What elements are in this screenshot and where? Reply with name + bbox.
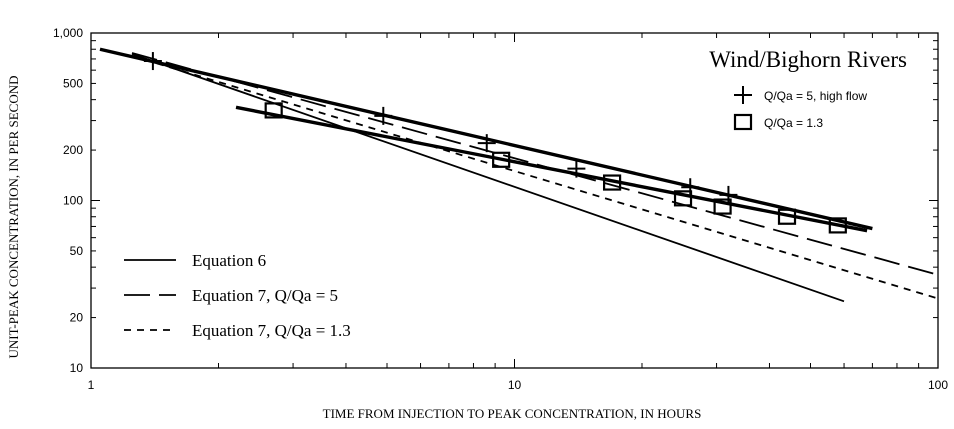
data-point-plus [374, 106, 393, 125]
data-point-square [828, 217, 847, 234]
data-point-square [602, 174, 622, 191]
x-tick-label: 1 [88, 378, 95, 392]
legend-line-label: Equation 7, Q/Qa = 5 [192, 286, 338, 305]
marker-legend: Q/Qa = 5, high flow Q/Qa = 1.3 [733, 86, 867, 131]
legend-plus-symbol [734, 86, 752, 104]
data-point-square [777, 208, 797, 225]
legend-square-symbol [733, 113, 753, 131]
legend-line-label: Equation 7, Q/Qa = 1.3 [192, 321, 351, 340]
x-tick-label: 10 [508, 378, 522, 392]
x-axis-label: TIME FROM INJECTION TO PEAK CONCENTRATIO… [323, 406, 702, 421]
line-legend: Equation 6 Equation 7, Q/Qa = 5 Equation 7… [124, 251, 351, 340]
y-tick-label: 500 [63, 76, 83, 90]
legend-marker-label: Q/Qa = 5, high flow [764, 89, 867, 103]
y-tick-label: 200 [63, 143, 83, 157]
y-tick-label: 1,000 [53, 26, 83, 40]
y-tick-label: 50 [70, 244, 84, 258]
y-tick-label: 10 [70, 361, 84, 375]
series-line [131, 52, 939, 276]
data-point-plus [719, 185, 738, 204]
data-point-square [492, 151, 511, 168]
data-point-square [713, 198, 732, 215]
y-axis-label: UNIT-PEAK CONCENTRATION, IN PER SECOND [6, 76, 21, 359]
chart-title: Wind/Bighorn Rivers [709, 47, 907, 72]
data-point-plus [143, 52, 162, 71]
legend-marker-label: Q/Qa = 1.3 [764, 116, 823, 130]
data-point-plus [567, 159, 586, 178]
series-line [131, 55, 939, 300]
y-tick-label: 100 [63, 194, 83, 208]
markers [143, 52, 847, 234]
data-point-square [264, 102, 283, 119]
legend-line-label: Equation 6 [192, 251, 266, 270]
series-line [131, 53, 845, 303]
y-tick-label: 20 [70, 311, 84, 325]
data-point-square [673, 190, 693, 207]
ticks: 1 10 100 1,000 500 200 100 50 20 10 [53, 26, 948, 392]
x-tick-label: 100 [928, 378, 948, 392]
data-point-plus [477, 134, 496, 153]
